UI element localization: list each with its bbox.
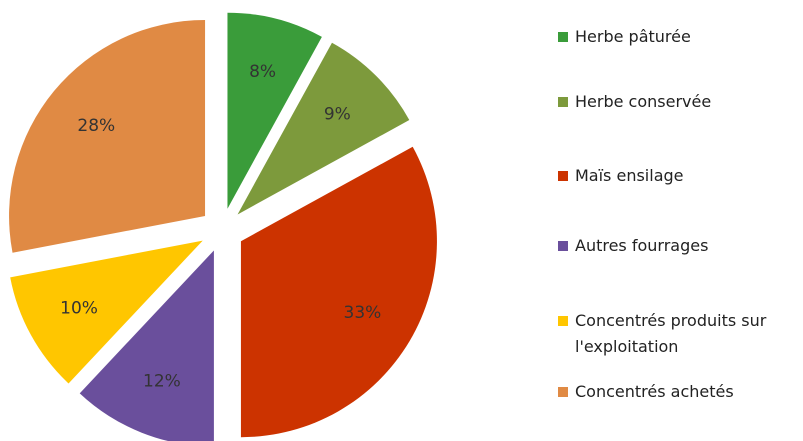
legend-label: Maïs ensilage	[575, 166, 684, 185]
data-label: 9%	[324, 105, 351, 125]
data-label: 28%	[77, 116, 115, 136]
legend-swatch	[558, 241, 568, 251]
legend-swatch	[558, 171, 568, 181]
legend-label: Concentrés achetés	[575, 382, 734, 401]
data-label: 12%	[143, 372, 181, 392]
legend-swatch	[558, 387, 568, 397]
pie-slice	[9, 19, 206, 253]
legend-label: Herbe pâturée	[575, 27, 691, 46]
data-label: 8%	[249, 62, 276, 82]
pie-slice	[10, 240, 203, 384]
pie-slice	[227, 12, 322, 209]
legend-item: Maïs ensilage	[558, 163, 798, 189]
pie-slice	[237, 42, 410, 215]
legend-swatch	[558, 97, 568, 107]
data-label: 10%	[60, 299, 98, 319]
legend-item: Autres fourrages	[558, 233, 798, 259]
pie-slice	[240, 146, 437, 438]
legend-item: Concentrés produits sur l'exploitation	[558, 308, 798, 360]
legend-label: Autres fourrages	[575, 236, 709, 255]
legend-item: Concentrés achetés	[558, 379, 798, 405]
pie-slice	[79, 250, 214, 441]
legend-label: Concentrés produits sur l'exploitation	[575, 311, 767, 356]
legend-item: Herbe pâturée	[558, 24, 798, 50]
data-label: 33%	[344, 303, 382, 323]
legend-swatch	[558, 32, 568, 42]
chart: 8% 9% 33% 12% 10% 28%	[9, 12, 437, 441]
legend-label: Herbe conservée	[575, 92, 712, 111]
legend-swatch	[558, 316, 568, 326]
legend-item: Herbe conservée	[558, 89, 798, 115]
